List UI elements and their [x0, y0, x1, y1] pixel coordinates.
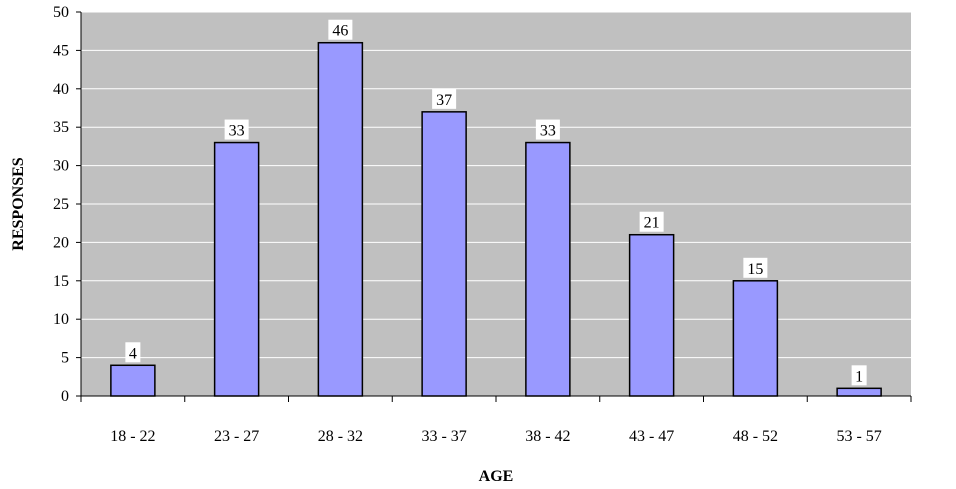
- x-tick-label: 38 - 42: [525, 428, 570, 445]
- data-label-background: [432, 88, 457, 109]
- x-axis-title: AGE: [479, 468, 514, 485]
- y-tick-label: 50: [53, 4, 69, 21]
- data-label-text: 21: [644, 215, 660, 232]
- bar: [628, 233, 675, 397]
- y-tick-label: 30: [53, 158, 69, 175]
- y-tick-label: 25: [53, 196, 69, 213]
- data-label-text: 4: [129, 345, 137, 362]
- bar: [836, 387, 882, 397]
- data-label: 33: [224, 119, 249, 140]
- data-label-background: [639, 211, 664, 232]
- data-label: 4: [125, 342, 141, 363]
- bar: [732, 280, 779, 397]
- y-tick-label: 15: [53, 273, 69, 290]
- data-label-text: 46: [332, 23, 348, 40]
- x-tick-label: 23 - 27: [214, 428, 259, 445]
- bar: [525, 141, 571, 397]
- y-tick-label: 0: [61, 388, 69, 405]
- bar: [317, 41, 364, 397]
- x-tick-label: 18 - 22: [110, 428, 155, 445]
- y-tick-label: 45: [53, 42, 69, 59]
- data-label: 1: [851, 365, 867, 386]
- y-tick-label: 35: [53, 119, 69, 136]
- data-label-background: [224, 119, 249, 140]
- data-label: 46: [328, 19, 353, 40]
- data-label-background: [743, 257, 768, 278]
- y-tick-label: 40: [53, 81, 69, 98]
- y-tick-label: 20: [53, 234, 69, 251]
- data-label: 15: [743, 257, 768, 278]
- data-label-background: [328, 19, 353, 40]
- data-label-text: 33: [229, 123, 245, 140]
- data-label-text: 1: [855, 368, 863, 385]
- y-tick-label: 10: [53, 311, 69, 328]
- bar: [213, 141, 260, 397]
- data-label-background: [535, 119, 560, 140]
- data-label-text: 37: [436, 92, 452, 109]
- bars: [110, 41, 882, 397]
- data-label-text: 33: [540, 123, 556, 140]
- x-tick-label: 48 - 52: [733, 428, 778, 445]
- y-axis-ticks: 0 5 10 15 20 25 30 35 40 45 50: [53, 4, 81, 405]
- data-label-background: [851, 365, 867, 386]
- data-label: 21: [639, 211, 664, 232]
- x-tick-label: 33 - 37: [421, 428, 466, 445]
- data-label-background: [125, 342, 141, 363]
- data-label: 33: [535, 119, 560, 140]
- data-label-text: 15: [747, 261, 763, 278]
- data-labels: 4 33 46 37 33 21 15 1: [125, 19, 867, 386]
- x-tick-label: 43 - 47: [629, 428, 674, 445]
- x-axis-ticks: 18 - 22 23 - 27 28 - 32 33 - 37 38 - 42 43 - …: [80, 396, 912, 445]
- bar: [421, 111, 467, 397]
- y-tick-label: 5: [61, 350, 69, 367]
- x-tick-label: 28 - 32: [318, 428, 363, 445]
- y-axis-title: RESPONSES: [10, 157, 27, 250]
- bar: [110, 364, 156, 397]
- x-tick-label: 53 - 57: [836, 428, 881, 445]
- data-label: 37: [432, 88, 457, 109]
